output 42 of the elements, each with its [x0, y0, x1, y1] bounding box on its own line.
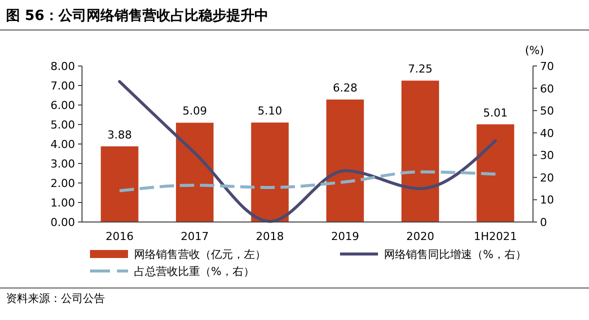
- legend-label: 占总营收比重（%，右）: [134, 265, 254, 278]
- x-tick-label: 1H2021: [474, 230, 518, 243]
- bar: [401, 80, 440, 222]
- legend-label: 网络销售营收（亿元，左）: [134, 248, 266, 261]
- y2-tick-label: 30: [540, 149, 554, 162]
- x-tick-label: 2019: [331, 230, 360, 243]
- bar: [251, 122, 289, 222]
- y2-tick-label: 10: [540, 194, 554, 207]
- y-tick-label: 7.00: [50, 80, 75, 92]
- y2-tick-label: 20: [540, 171, 554, 184]
- data-label: 5.01: [483, 106, 508, 120]
- bar: [476, 124, 514, 222]
- text: 资料来源：公司公告: [6, 292, 105, 305]
- y-tick-label: 2.00: [50, 177, 75, 190]
- y2-tick-label: 50: [540, 104, 554, 118]
- y-tick-label: 0.00: [50, 216, 75, 229]
- x-tick-label: 2020: [406, 230, 434, 243]
- y-tick-label: 3.00: [50, 158, 75, 170]
- y2-tick-label: 70: [540, 60, 554, 73]
- data-label: 5.09: [182, 104, 207, 118]
- data-label: 5.10: [258, 104, 282, 118]
- data-label: 7.25: [408, 62, 432, 76]
- y-tick-label: 8.00: [50, 60, 75, 73]
- y-tick-label: 5.00: [50, 118, 75, 132]
- y2-axis-title: (%): [525, 44, 544, 57]
- y-tick-label: 6.00: [50, 99, 75, 112]
- y-tick-label: 4.00: [50, 138, 75, 151]
- legend-label: 网络销售同比增速（%，右）: [384, 248, 526, 261]
- bar: [326, 100, 364, 222]
- y2-tick-label: 40: [540, 126, 554, 140]
- y-tick-label: 1.00: [50, 196, 75, 210]
- x-tick-label: 2016: [106, 230, 134, 243]
- bar: [176, 122, 214, 222]
- x-tick-label: 2018: [256, 230, 284, 243]
- data-label: 3.88: [107, 128, 132, 142]
- line-series: [118, 170, 497, 192]
- bar: [100, 146, 138, 222]
- y2-tick-label: 60: [540, 82, 554, 96]
- y2-tick-label: 0: [540, 216, 547, 229]
- x-tick-label: 2017: [180, 230, 209, 243]
- chart-title: 图 56：公司网络销售营收占比稳步提升中: [6, 7, 268, 24]
- data-label: 6.28: [332, 82, 358, 95]
